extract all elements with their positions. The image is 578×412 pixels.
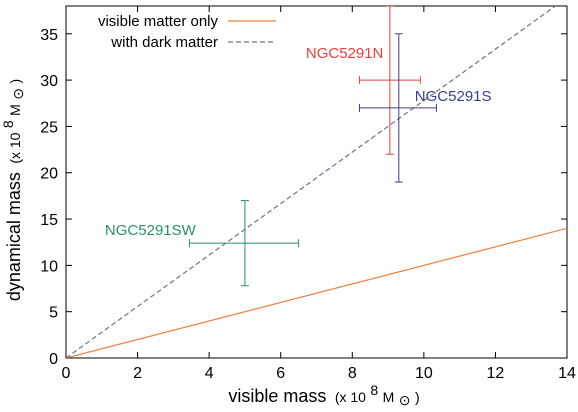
x-tick-label: 14 bbox=[558, 365, 576, 382]
x-tick-label: 4 bbox=[205, 365, 214, 382]
plot-area: 0 2 4 6 8 10 12 14 0 5 10 15 20 25 30 35 visible matter… bbox=[40, 5, 576, 382]
y-tick-label: 30 bbox=[40, 73, 58, 90]
legend-label-0: visible matter only bbox=[98, 13, 219, 30]
x-tick-label: 12 bbox=[487, 365, 505, 382]
y-tick-label: 35 bbox=[40, 27, 58, 44]
point-label-1: NGC5291S bbox=[415, 88, 492, 105]
y-tick-label: 10 bbox=[40, 258, 58, 275]
legend: visible matter only with dark matter bbox=[98, 13, 276, 51]
x-tick-label: 8 bbox=[348, 365, 357, 382]
y-tick-label: 0 bbox=[49, 351, 58, 368]
data-point-0 bbox=[358, 6, 421, 155]
y-tick-label: 15 bbox=[40, 212, 58, 229]
point-labels: NGC5291N NGC5291S NGC5291SW bbox=[105, 45, 492, 239]
x-axis-label: visible mass (x 10 8 M ⊙ ) bbox=[228, 382, 419, 409]
data-point-2 bbox=[188, 200, 300, 287]
y-tick-label: 5 bbox=[49, 305, 58, 322]
point-label-2: NGC5291SW bbox=[105, 222, 197, 239]
legend-label-1: with dark matter bbox=[110, 34, 218, 51]
x-tick-label: 0 bbox=[62, 365, 71, 382]
plot-frame bbox=[65, 5, 568, 359]
x-tick-label: 6 bbox=[276, 365, 285, 382]
x-tick-label: 10 bbox=[415, 365, 433, 382]
x-tick-label: 2 bbox=[133, 365, 142, 382]
data-point-1 bbox=[358, 33, 437, 183]
y-axis-label: dynamical mass (x 10 8 M ⊙ ) bbox=[0, 79, 27, 301]
series-line-0 bbox=[66, 227, 567, 358]
data-points bbox=[188, 6, 437, 287]
point-label-0: NGC5291N bbox=[306, 45, 384, 62]
axis-ticks: 0 2 4 6 8 10 12 14 0 5 10 15 20 25 30 35 bbox=[40, 6, 576, 382]
model-lines bbox=[66, 6, 567, 358]
series-line-1 bbox=[66, 6, 557, 358]
y-tick-label: 25 bbox=[40, 119, 58, 136]
y-tick-label: 20 bbox=[40, 166, 58, 183]
